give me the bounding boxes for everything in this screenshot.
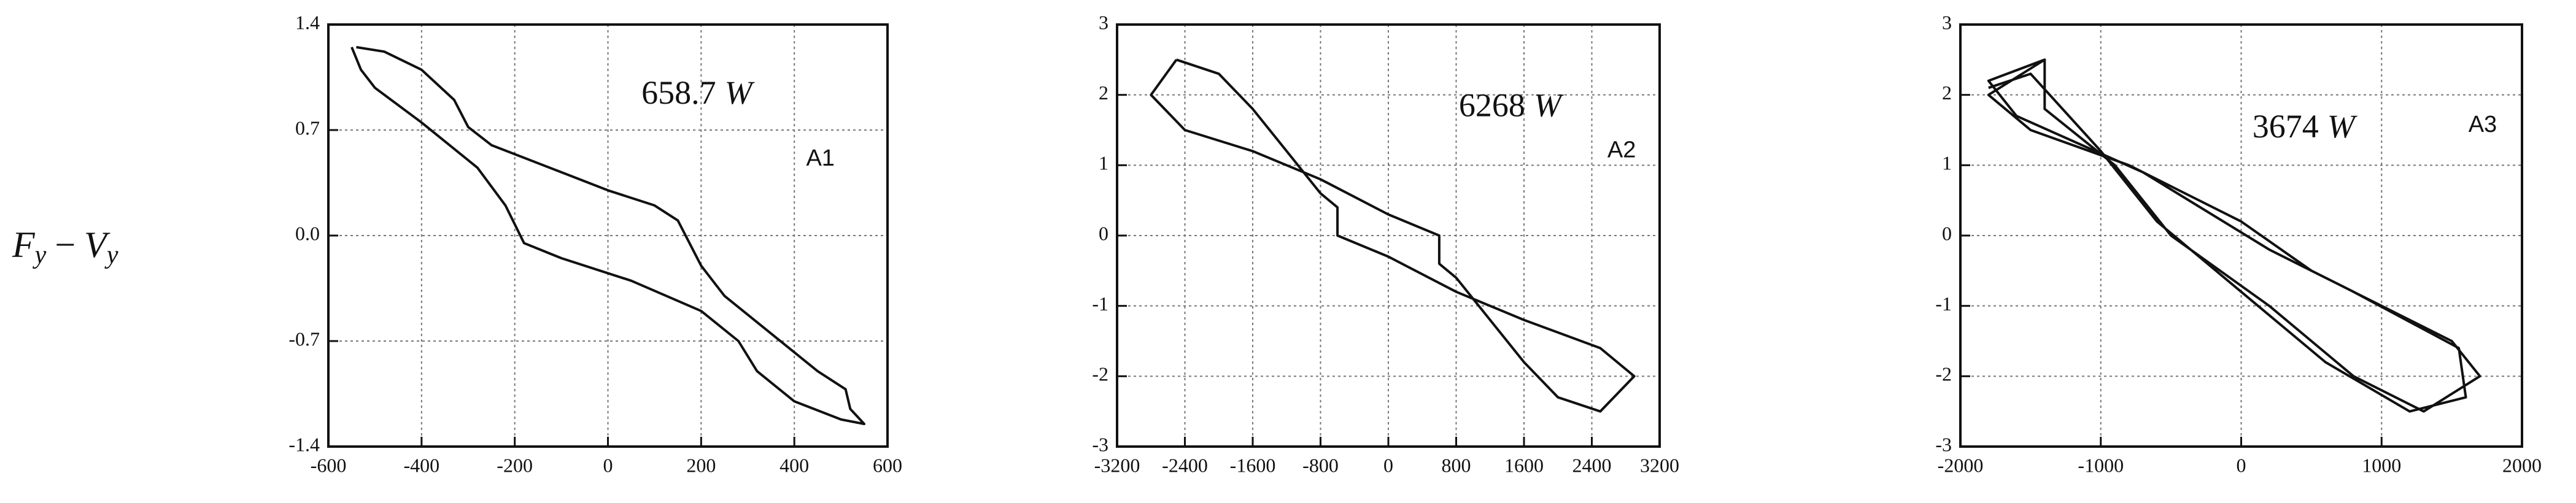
power-value: 658.7: [641, 74, 716, 111]
x-tick-label: -800: [1302, 454, 1339, 476]
x-tick-label: -600: [311, 454, 347, 476]
x-tick-label: 0: [1383, 454, 1393, 476]
y-tick-label: 0.7: [295, 117, 320, 139]
x-tick-label: 0: [2237, 454, 2246, 476]
y-tick-label: 1.4: [295, 11, 320, 33]
power-value: 6268: [1459, 87, 1525, 124]
y-tick-label: -1.4: [288, 433, 320, 455]
y-tick-label: 0: [1942, 222, 1952, 244]
y-tick-label: 0: [1099, 222, 1108, 244]
row-label-part: −: [55, 225, 75, 265]
y-tick-label: 1: [1942, 152, 1952, 174]
x-tick-label: -1000: [2078, 454, 2124, 476]
loop-line: [1150, 58, 1636, 413]
y-tick-label: -3: [1092, 433, 1108, 455]
plot-frame: [327, 23, 889, 448]
y-tick-label: -2: [1092, 363, 1108, 385]
y-tick-label: 1: [1099, 152, 1108, 174]
x-tick-label: -400: [404, 454, 440, 476]
panel-label: A3: [2469, 112, 2497, 137]
y-tick-label: 2: [1099, 82, 1108, 104]
row-label: Fy − Vy: [12, 225, 118, 269]
plot-frame: [1959, 23, 2523, 448]
row-label-part: y: [33, 241, 47, 269]
x-tick-label: -2400: [1162, 454, 1208, 476]
y-tick-label: -1: [1092, 293, 1108, 315]
x-tick-label: 200: [686, 454, 716, 476]
x-tick-label: 1000: [2362, 454, 2401, 476]
x-tick-label: -2000: [1938, 454, 1984, 476]
power-unit: W: [1534, 87, 1565, 124]
y-tick-label: 3: [1099, 11, 1108, 33]
y-tick-label: -2: [1935, 363, 1952, 385]
x-tick-label: 2000: [2502, 454, 2542, 476]
x-tick-label: 800: [1442, 454, 1471, 476]
y-tick-label: -3: [1935, 433, 1952, 455]
y-tick-label: 0.0: [295, 222, 320, 244]
x-tick-label: 600: [873, 454, 902, 476]
row-label-part: y: [104, 241, 118, 269]
x-tick-label: 3200: [1640, 454, 1679, 476]
x-tick-label: -3200: [1094, 454, 1140, 476]
power-unit: W: [725, 74, 756, 111]
x-tick-label: 0: [603, 454, 613, 476]
panel-label: A2: [1607, 137, 1636, 163]
power-annotation: 3674 W: [2253, 108, 2358, 145]
y-tick-label: -1: [1935, 293, 1952, 315]
loop-line: [1987, 58, 2481, 413]
x-tick-label: 400: [779, 454, 809, 476]
x-tick-label: 2400: [1572, 454, 1612, 476]
loop-line: [350, 45, 865, 426]
y-tick-label: 2: [1942, 82, 1952, 104]
power-unit: W: [2327, 108, 2358, 145]
y-tick-label: 3: [1942, 11, 1952, 33]
x-tick-label: 1600: [1504, 454, 1544, 476]
y-tick-label: -0.7: [288, 328, 320, 350]
plot-frame: [1116, 23, 1661, 448]
x-tick-label: -200: [497, 454, 533, 476]
x-tick-label: -1600: [1230, 454, 1276, 476]
power-annotation: 658.7 W: [641, 74, 756, 111]
row-label-part: F: [12, 225, 36, 265]
power-annotation: 6268 W: [1459, 87, 1565, 124]
row-label-part: V: [84, 225, 110, 265]
power-value: 3674: [2253, 108, 2319, 145]
panel-label: A1: [806, 145, 834, 171]
